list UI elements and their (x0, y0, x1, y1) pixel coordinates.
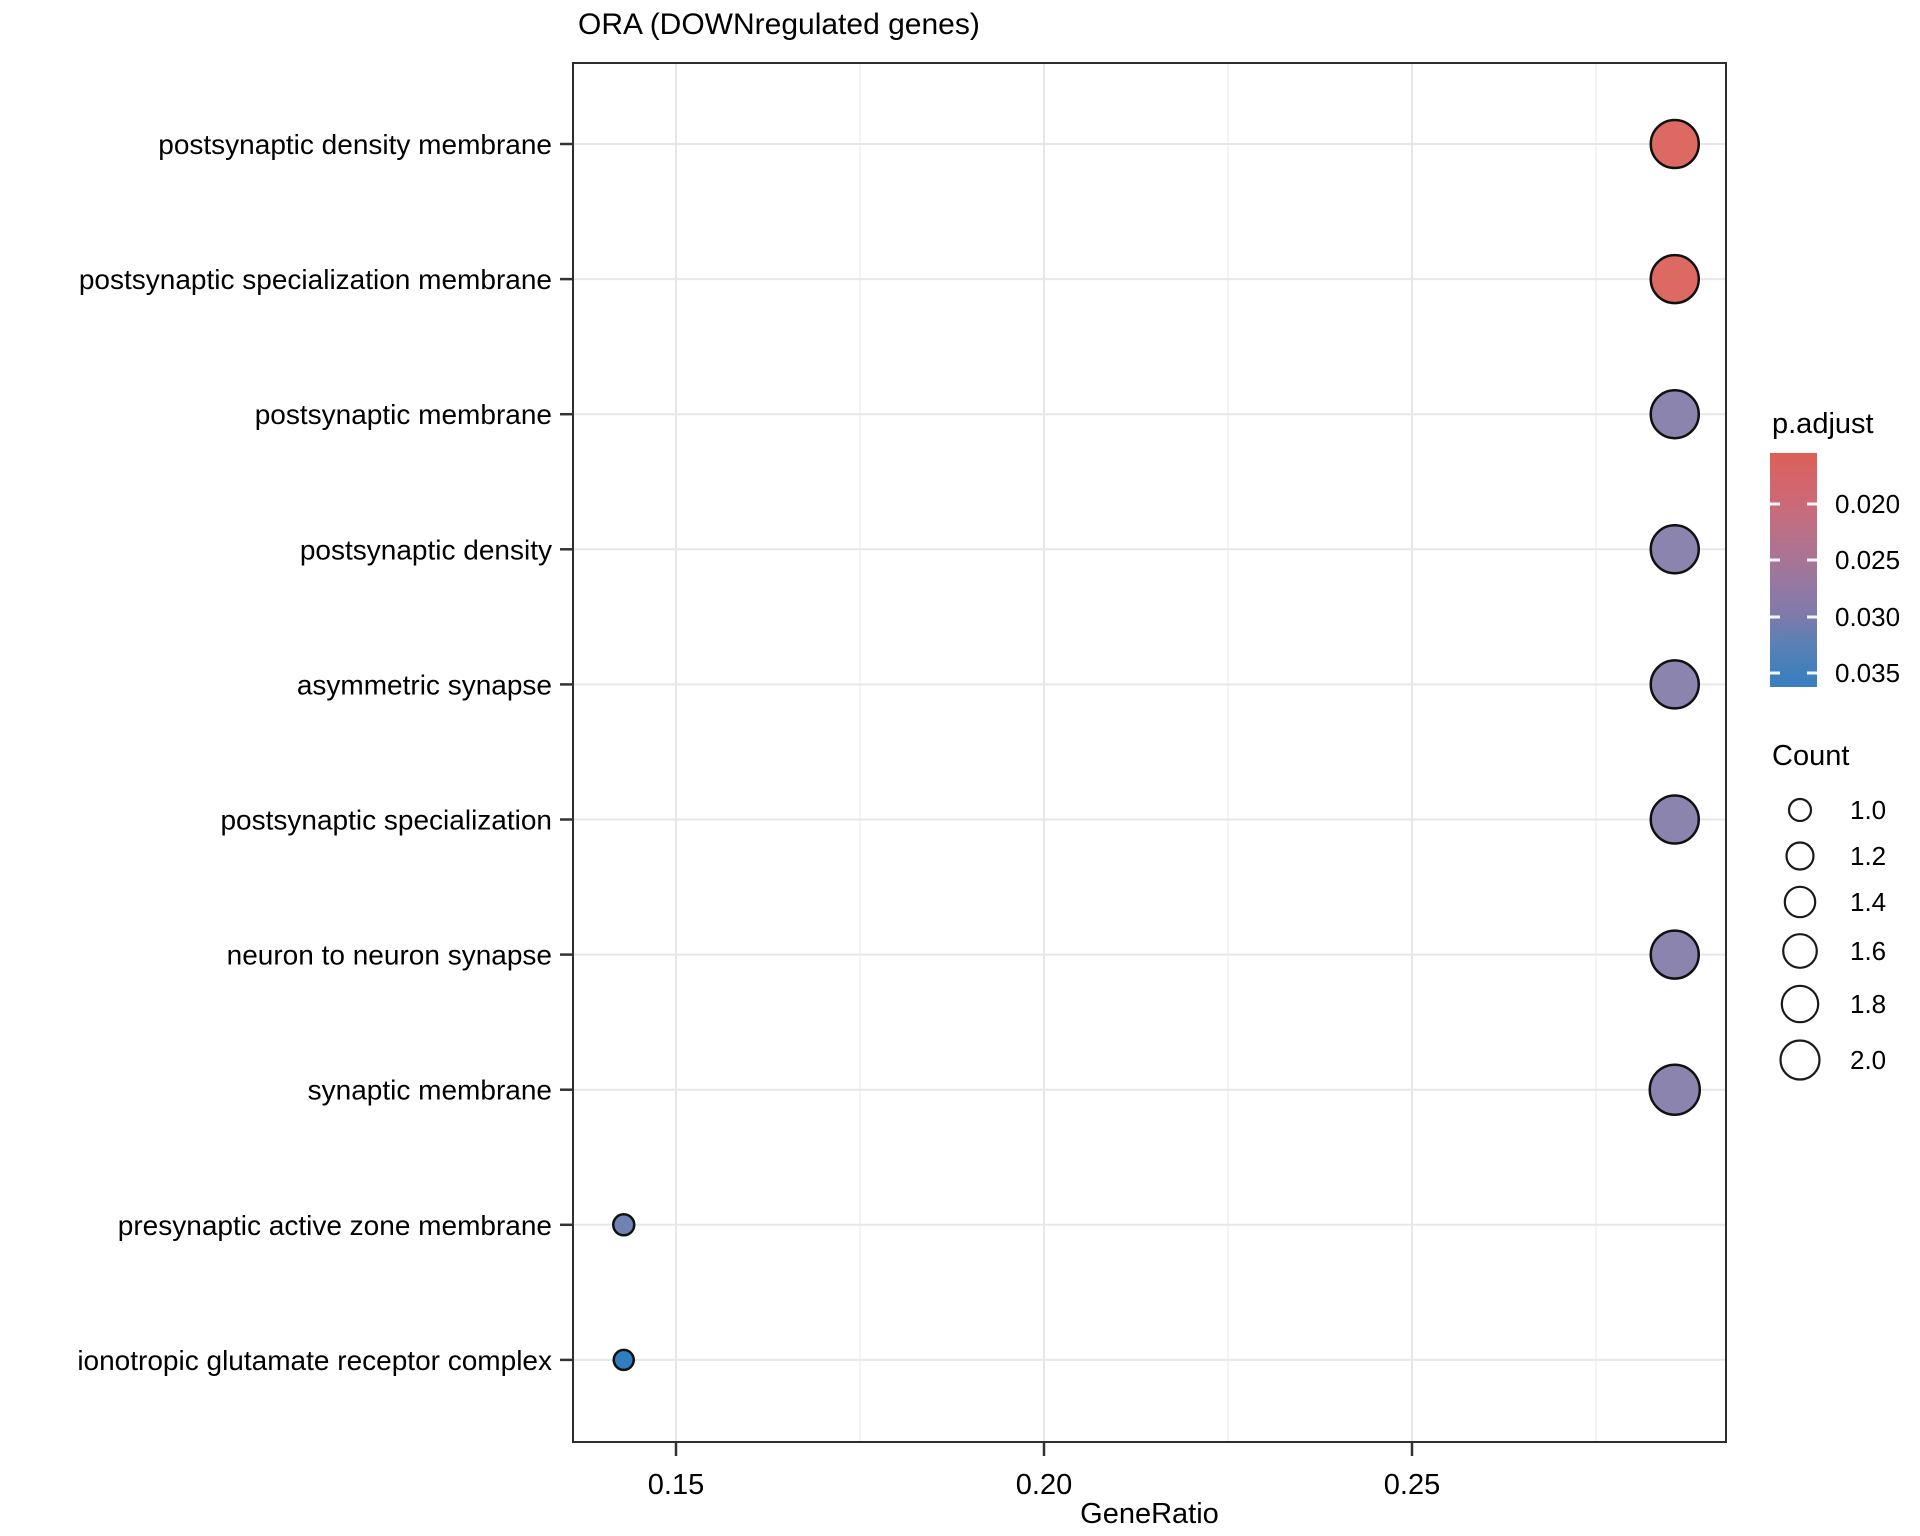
count-legend-circle (1785, 841, 1815, 871)
data-point (1649, 659, 1701, 710)
count-legend-label: 2.0 (1850, 1045, 1886, 1075)
colorbar-tick-mark (1807, 502, 1817, 506)
count-legend-label: 1.6 (1850, 936, 1886, 966)
colorbar-tick-mark (1770, 502, 1780, 506)
padjust-colorbar (1770, 453, 1817, 687)
y-axis-label: ionotropic glutamate receptor complex (77, 1345, 552, 1376)
colorbar-tick-label: 0.020 (1835, 489, 1900, 519)
chart-title: ORA (DOWNregulated genes) (578, 8, 980, 41)
colorbar-tick-mark (1807, 615, 1817, 619)
y-axis-label: presynaptic active zone membrane (118, 1210, 552, 1241)
panel-border (572, 62, 1727, 1443)
colorbar-tick-mark (1770, 558, 1780, 562)
y-axis-label: postsynaptic specialization membrane (79, 264, 552, 295)
colorbar-tick-mark (1770, 615, 1780, 619)
count-legend-circle (1780, 984, 1820, 1024)
y-axis-label: postsynaptic membrane (255, 399, 552, 430)
data-point (1649, 118, 1701, 170)
y-axis-label: asymmetric synapse (297, 669, 552, 700)
data-point (1649, 524, 1701, 575)
data-point (1649, 929, 1701, 980)
count-legend-circle (1782, 933, 1818, 969)
colorbar-tick-label: 0.025 (1835, 545, 1900, 575)
colorbar-tick-label: 0.035 (1835, 658, 1900, 688)
padjust-legend-title: p.adjust (1772, 408, 1874, 440)
count-legend-label: 1.8 (1850, 989, 1886, 1019)
count-legend-circle (1787, 797, 1813, 823)
colorbar-tick-mark (1770, 671, 1780, 675)
count-legend-label: 1.4 (1850, 887, 1886, 917)
x-axis-tick-label: 0.20 (1016, 1469, 1072, 1501)
y-axis-label: neuron to neuron synapse (227, 940, 552, 971)
count-legend-label: 1.2 (1850, 841, 1886, 871)
y-axis-label: synaptic membrane (308, 1075, 552, 1106)
count-legend-title: Count (1772, 740, 1850, 772)
data-point (611, 1213, 636, 1237)
x-axis-tick-label: 0.25 (1384, 1469, 1440, 1501)
count-legend-circle (1779, 1039, 1821, 1081)
count-legend-circle (1783, 885, 1817, 919)
y-axis-label: postsynaptic density (300, 534, 552, 565)
data-point (1649, 388, 1701, 440)
data-point (1649, 794, 1701, 845)
x-axis-title: GeneRatio (1080, 1498, 1219, 1530)
colorbar-tick-label: 0.030 (1835, 602, 1900, 632)
x-axis-tick-label: 0.15 (648, 1469, 704, 1501)
data-point (1649, 253, 1701, 305)
y-axis-label: postsynaptic density membrane (158, 129, 552, 160)
data-point (612, 1348, 635, 1372)
colorbar-tick-mark (1807, 558, 1817, 562)
y-axis-label: postsynaptic specialization (220, 805, 552, 836)
data-point (1648, 1063, 1702, 1116)
colorbar-tick-mark (1807, 671, 1817, 675)
count-legend-label: 1.0 (1850, 795, 1886, 825)
